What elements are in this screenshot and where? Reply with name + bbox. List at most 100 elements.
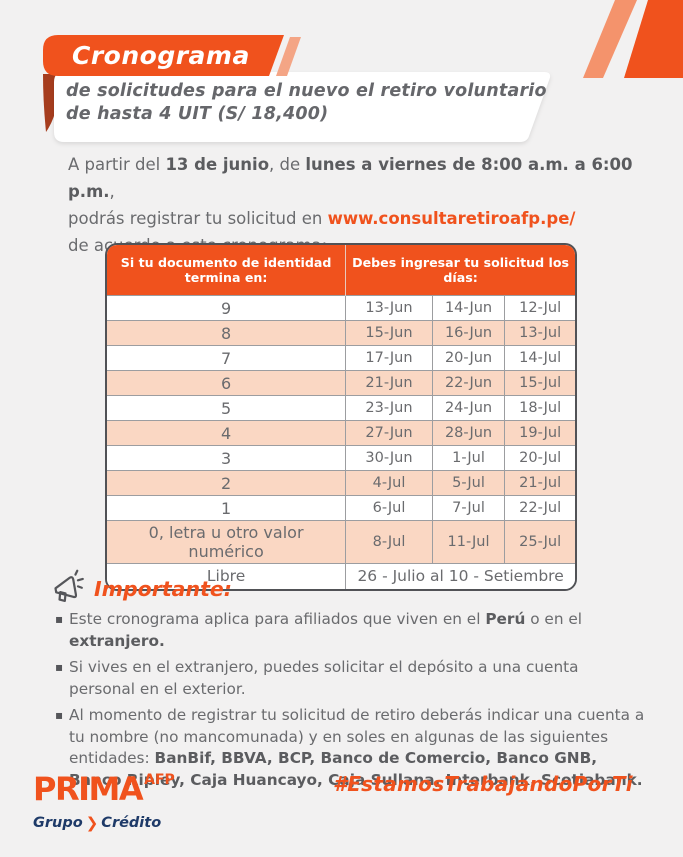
date-cell: 6-Jul [345, 495, 433, 521]
date-cell: 24-Jun [431, 395, 505, 421]
bullet-text: Al momento de registrar tu solicitud de … [69, 706, 645, 767]
date-cell: 7-Jul [431, 495, 505, 521]
date-cell: 15-Jul [504, 370, 575, 396]
table-row: 4 27-Jun 28-Jun 19-Jul [107, 420, 575, 446]
date-cell: 23-Jun [345, 395, 433, 421]
date-cell: 4-Jul [345, 470, 433, 496]
date-cell: 30-Jun [345, 445, 433, 471]
date-cell: 13-Jul [504, 320, 575, 346]
date-cell: 21-Jun [345, 370, 433, 396]
date-cell: 19-Jul [504, 420, 575, 446]
doc-ending-cell: 1 [107, 495, 346, 521]
table-row: 3 30-Jun 1-Jul 20-Jul [107, 445, 575, 471]
date-cell: 12-Jul [504, 295, 575, 321]
bullet-bold-banks: BanBif, BBVA, BCP, Banco de Comercio, Ba… [69, 749, 643, 789]
date-cell: 22-Jul [504, 495, 575, 521]
date-cell: 15-Jun [345, 320, 433, 346]
table-row: 7 17-Jun 20-Jun 14-Jul [107, 345, 575, 371]
date-cell: 1-Jul [431, 445, 505, 471]
subtitle-line1: de solicitudes para el nuevo el retiro v… [66, 81, 547, 101]
table-row: 6 21-Jun 22-Jun 15-Jul [107, 370, 575, 396]
date-cell: 17-Jun [345, 345, 433, 371]
doc-ending-cell: 2 [107, 470, 346, 496]
doc-ending-cell: 8 [107, 320, 346, 346]
schedule-table-grid: Si tu documento de identidad termina en:… [107, 245, 575, 589]
date-cell: 21-Jul [504, 470, 575, 496]
chevron-icon: ❯ [85, 814, 99, 832]
important-title: Importante: [94, 577, 232, 601]
header-decoration [43, 0, 683, 142]
megaphone-icon [54, 569, 84, 602]
header-dates: Debes ingresar tu solicitud los días: [345, 245, 575, 296]
bullet-text: Este cronograma aplica para afiliados qu… [69, 610, 486, 628]
schedule-rows: 9 13-Jun 14-Jun 12-Jul 8 15-Jun 16-Jun 13-Jul 7 1… [107, 295, 575, 564]
intro-line2: podrás registrar tu solicitud en www.con… [68, 205, 653, 232]
brand-wordmark: PRIMA [33, 770, 144, 808]
date-range-cell: 26 - Julio al 10 - Setiembre [345, 563, 575, 589]
date-cell: 16-Jun [431, 320, 505, 346]
doc-ending-cell: 4 [107, 420, 346, 446]
corner-salmon-stripe [583, 0, 637, 78]
brand-afp-superscript: AFP [144, 772, 175, 788]
intro-text: , [109, 182, 115, 201]
intro-bold-date: 13 de junio [165, 155, 270, 174]
date-cell: 25-Jul [504, 520, 575, 564]
doc-ending-cell: 6 [107, 370, 346, 396]
title-ribbon-stripe [276, 37, 301, 76]
doc-ending-cell: 3 [107, 445, 346, 471]
date-cell: 13-Jun [345, 295, 433, 321]
table-row: 0, letra u otro valor numérico 8-Jul 11-Ju… [107, 520, 575, 564]
schedule-table: Si tu documento de identidad termina en:… [105, 243, 577, 591]
date-cell: 11-Jul [431, 520, 505, 564]
campaign-hashtag: #EstamosTrabajandoPorTi [333, 772, 633, 796]
header-doc-ending: Si tu documento de identidad termina en: [107, 245, 346, 296]
table-row: 8 15-Jun 16-Jun 13-Jul [107, 320, 575, 346]
grupo-credito-logo: Grupo ❯ Crédito [33, 814, 161, 832]
table-row: 9 13-Jun 14-Jun 12-Jul [107, 295, 575, 321]
date-cell: 14-Jul [504, 345, 575, 371]
intro-text: A partir del [68, 155, 166, 174]
intro-text: podrás registrar tu solicitud en [68, 209, 328, 228]
table-row: 2 4-Jul 5-Jul 21-Jul [107, 470, 575, 496]
intro-text: , de [269, 155, 306, 174]
bullet-bold-peru: Perú [485, 610, 526, 628]
date-cell: 5-Jul [431, 470, 505, 496]
bullet-item-coverage: Este cronograma aplica para afiliados qu… [55, 609, 647, 652]
bullet-item-bank-entities: Al momento de registrar tu solicitud de … [55, 705, 647, 791]
doc-ending-cell: Libre [107, 563, 346, 589]
subtitle-plate [54, 72, 551, 142]
doc-ending-cell: 9 [107, 295, 346, 321]
schedule-footer-row: Libre 26 - Julio al 10 - Setiembre [107, 563, 575, 589]
table-row-libre: Libre 26 - Julio al 10 - Setiembre [107, 563, 575, 589]
date-cell: 14-Jun [431, 295, 505, 321]
date-cell: 20-Jul [504, 445, 575, 471]
title-ribbon-shape [43, 35, 284, 76]
doc-ending-cell: 5 [107, 395, 346, 421]
doc-ending-cell: 7 [107, 345, 346, 371]
intro-line1: A partir del 13 de junio, de lunes a vie… [68, 151, 653, 205]
schedule-table-header: Si tu documento de identidad termina en:… [107, 245, 575, 296]
subtitle-line2: de hasta 4 UIT (S/ 18,400) [66, 104, 329, 124]
date-cell: 8-Jul [345, 520, 433, 564]
date-cell: 27-Jun [345, 420, 433, 446]
grupo-label: Grupo [33, 815, 83, 831]
table-row: 5 23-Jun 24-Jun 18-Jul [107, 395, 575, 421]
date-cell: 20-Jun [431, 345, 505, 371]
date-cell: 22-Jun [431, 370, 505, 396]
page-title: Cronograma [72, 41, 250, 70]
bullet-bold-extranjero: extranjero. [69, 631, 165, 650]
bullet-item-foreign-account: Si vives en el extranjero, puedes solici… [55, 657, 647, 700]
credito-label: Crédito [101, 815, 162, 831]
corner-orange-shape [624, 0, 683, 78]
intro-bold-hours: lunes a viernes de 8:00 a.m. a 6:00 p.m. [68, 155, 633, 201]
important-bullets: Este cronograma aplica para afiliados qu… [55, 609, 647, 796]
table-row: 1 6-Jul 7-Jul 22-Jul [107, 495, 575, 521]
prima-afp-logo: PRIMA AFP [33, 770, 175, 808]
retiro-url-link[interactable]: www.consultaretiroafp.pe/ [327, 209, 576, 228]
date-cell: 18-Jul [504, 395, 575, 421]
date-cell: 28-Jun [431, 420, 505, 446]
page-subtitle: de solicitudes para el nuevo el retiro v… [66, 80, 547, 126]
doc-ending-cell: 0, letra u otro valor numérico [107, 520, 346, 564]
bullet-text: o en el [525, 610, 583, 628]
